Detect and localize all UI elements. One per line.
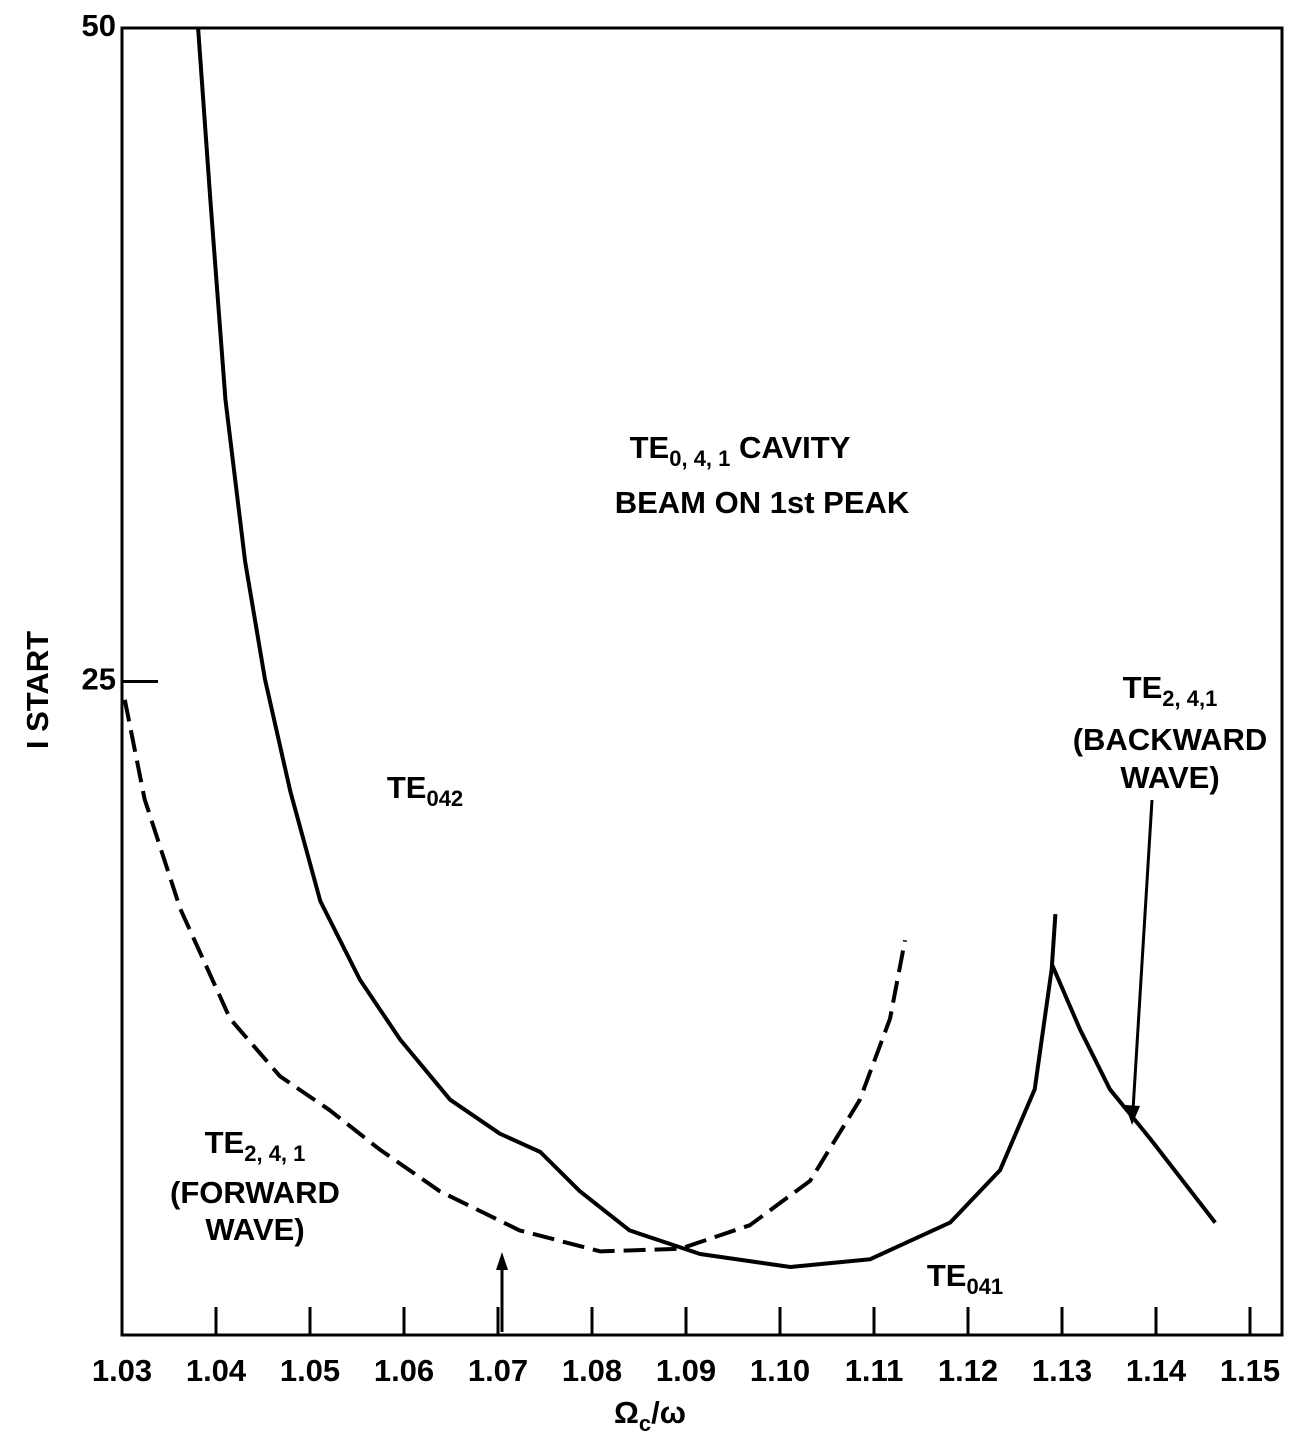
annotation-main: (BACKWARD	[1073, 722, 1268, 757]
annotation: TE2, 4, 1	[205, 1125, 306, 1166]
annotation-main: WAVE)	[1120, 760, 1219, 795]
x-axis-label: Ωc/ω	[614, 1395, 686, 1436]
annotation-sub: 2, 4, 1	[244, 1141, 305, 1166]
annotation: TE2, 4,1	[1123, 670, 1218, 711]
annotation-main: TE	[1123, 670, 1163, 705]
x-tick-label: 1.11	[845, 1353, 904, 1388]
series-line	[122, 699, 907, 1254]
x-tick-label: 1.12	[938, 1353, 998, 1388]
x-axis-label-suffix: /ω	[651, 1395, 686, 1430]
x-tick-label: 1.10	[750, 1353, 810, 1388]
x-tick-label: 1.04	[186, 1353, 247, 1388]
annotation: WAVE)	[205, 1212, 304, 1247]
y-tick-label: 25	[82, 662, 116, 697]
annotation: WAVE)	[1120, 760, 1219, 795]
x-tick-label: 1.14	[1126, 1353, 1187, 1388]
x-tick-label: 1.08	[562, 1353, 622, 1388]
annotation-main: TE	[630, 430, 670, 465]
x-tick-label: 1.15	[1220, 1353, 1280, 1388]
annotation: TE0, 4, 1 CAVITY	[630, 430, 851, 471]
annotation: (BACKWARD	[1073, 722, 1268, 757]
x-tick-label: 1.09	[656, 1353, 716, 1388]
x-tick-label: 1.07	[468, 1353, 528, 1388]
x-axis-label-sub: c	[639, 1411, 651, 1436]
annotation: BEAM ON 1st PEAK	[615, 485, 910, 520]
annotation-main: BEAM ON 1st PEAK	[615, 485, 910, 520]
arrow-up	[496, 1252, 508, 1332]
x-tick-label: 1.06	[374, 1353, 434, 1388]
annotation: TE041	[927, 1258, 1003, 1299]
annotation-sub: 2, 4,1	[1162, 686, 1217, 711]
annotation-sub: 0, 4, 1	[669, 446, 730, 471]
series-line	[1049, 963, 1217, 1224]
y-axis-label: I START	[20, 631, 55, 749]
annotation-main: TE	[205, 1125, 245, 1160]
annotation-main: TE	[927, 1258, 967, 1293]
series-line	[196, 27, 1058, 1269]
annotation-sub: 041	[966, 1274, 1003, 1299]
x-axis-label-main: Ω	[614, 1395, 639, 1430]
annotation-suffix: CAVITY	[730, 430, 850, 465]
annotation: (FORWARD	[170, 1175, 340, 1210]
x-tick-label: 1.13	[1032, 1353, 1092, 1388]
annotation-main: (FORWARD	[170, 1175, 340, 1210]
annotation: TE042	[387, 770, 463, 811]
y-tick-label: 50	[82, 8, 116, 43]
arrow-backward	[1125, 799, 1154, 1125]
x-tick-label: 1.03	[92, 1353, 152, 1388]
annotation-main: TE	[387, 770, 427, 805]
annotation-main: WAVE)	[205, 1212, 304, 1247]
annotation-sub: 042	[426, 786, 463, 811]
x-tick-label: 1.05	[280, 1353, 340, 1388]
plot-frame	[120, 26, 1284, 1337]
